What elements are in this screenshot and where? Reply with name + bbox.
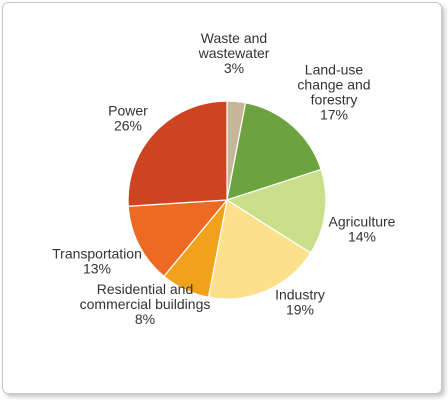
slice-label-2: Agriculture 14%	[329, 214, 396, 245]
slice-name-line: Land-use	[305, 62, 364, 78]
pie-slices	[127, 100, 327, 300]
slice-name-line: Industry	[275, 287, 325, 303]
slice-value-label: 26%	[114, 118, 142, 134]
slice-label-1: Land-use change and forestry 17%	[297, 62, 370, 123]
slice-name-line: commercial buildings	[80, 296, 211, 312]
slice-label-5: Transportation 13%	[52, 246, 142, 277]
slice-value-label: 13%	[83, 261, 111, 277]
slice-name-line: Waste and	[201, 30, 267, 46]
pie-labels: Waste and wastewater 3% Land-use change and f…	[52, 30, 396, 327]
slice-value-label: 19%	[286, 302, 314, 318]
slice-name-line: wastewater	[198, 45, 270, 61]
slice-name-line: Power	[108, 103, 148, 119]
slice-value-label: 3%	[224, 60, 244, 76]
slice-value-label: 8%	[135, 311, 155, 327]
slice-name-line: change and	[297, 77, 370, 93]
slice-label-6: Power 26%	[108, 103, 148, 134]
slice-name-line: Transportation	[52, 246, 142, 262]
slice-label-4: Residential and commercial buildings 8%	[80, 281, 211, 327]
slice-label-0: Waste and wastewater 3%	[198, 30, 270, 76]
slice-label-3: Industry 19%	[275, 287, 325, 318]
slice-value-label: 17%	[320, 107, 348, 123]
slice-name-line: Residential and	[97, 281, 194, 297]
pie-outline	[127, 100, 327, 300]
slice-name-line: forestry	[311, 92, 358, 108]
slice-value-label: 14%	[348, 229, 376, 245]
slice-name-line: Agriculture	[329, 214, 396, 230]
